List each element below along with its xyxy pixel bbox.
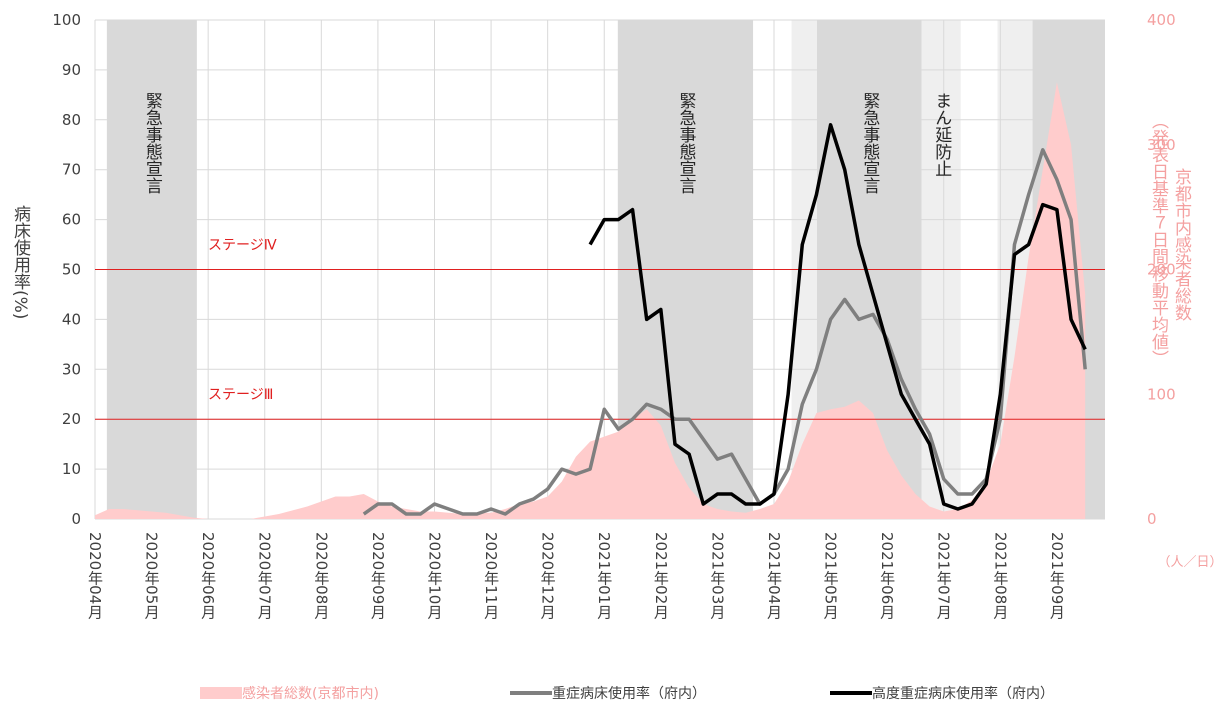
line — [588, 123, 1087, 511]
x-tick-label: 2021年01月 — [595, 532, 613, 620]
y2-tick-label: 100 — [1147, 385, 1176, 403]
legend-label: 重症病床使用率（府内） — [552, 685, 706, 702]
legend-swatch — [200, 687, 242, 699]
period-label: 緊急事態宣言 — [675, 92, 696, 194]
line — [362, 147, 1087, 516]
x-tick-label: 2021年02月 — [652, 532, 670, 620]
y-tick-label: 40 — [62, 310, 81, 328]
x-tick-label: 2020年05月 — [143, 532, 161, 620]
x-tick-label: 2020年07月 — [256, 532, 274, 620]
y-tick-label: 70 — [62, 161, 81, 179]
legend-label: 感染者総数(京都市内) — [242, 685, 379, 702]
y-tick-label: 20 — [62, 410, 81, 428]
y-tick-label: 0 — [71, 510, 81, 528]
y-tick-label: 50 — [62, 261, 81, 279]
legend-label: 高度重症病床使用率（府内） — [872, 685, 1054, 702]
x-tick-label: 2020年06月 — [199, 532, 217, 620]
y2-tick-label: 400 — [1147, 11, 1176, 29]
period-label: まん延防止 — [931, 92, 952, 177]
x-tick-label: 2020年08月 — [312, 532, 330, 620]
x-tick-label: 2020年10月 — [425, 532, 443, 620]
y-tick-label: 90 — [62, 61, 81, 79]
y-axis-title: 病床使用率(%) — [10, 205, 31, 319]
x-tick-label: 2020年04月 — [86, 532, 104, 620]
area — [95, 82, 1086, 519]
x-tick-label: 2021年04月 — [765, 532, 783, 620]
y-tick-label: 30 — [62, 360, 81, 378]
period-label: 緊急事態宣言 — [142, 92, 163, 194]
x-tick-label: 2021年03月 — [708, 532, 726, 620]
y2-axis-title: 京都市内感染者総数 — [1171, 168, 1192, 321]
y2-axis-title: （発表日基準７日間移動平均値） — [1148, 112, 1169, 367]
reference-label: ステージⅢ — [208, 387, 273, 403]
period-label: 緊急事態宣言 — [859, 92, 880, 194]
y2-unit: （人／日） — [1157, 555, 1222, 570]
reference-label: ステージⅣ — [208, 238, 277, 254]
y-tick-label: 80 — [62, 111, 81, 129]
y-tick-label: 100 — [52, 11, 81, 29]
y-tick-label: 60 — [62, 211, 81, 229]
x-tick-label: 2021年05月 — [822, 532, 840, 620]
x-tick-label: 2021年09月 — [1048, 532, 1066, 620]
x-tick-label: 2021年06月 — [878, 532, 896, 620]
y2-tick-label: 0 — [1147, 510, 1157, 528]
x-tick-label: 2020年11月 — [482, 532, 500, 620]
x-tick-label: 2020年09月 — [369, 532, 387, 620]
y2-tick-label: 300 — [1147, 136, 1176, 154]
x-tick-label: 2021年07月 — [935, 532, 953, 620]
x-tick-label: 2021年08月 — [991, 532, 1009, 620]
y-tick-label: 10 — [62, 460, 81, 478]
x-tick-label: 2020年12月 — [539, 532, 557, 620]
y2-tick-label: 200 — [1147, 261, 1176, 279]
